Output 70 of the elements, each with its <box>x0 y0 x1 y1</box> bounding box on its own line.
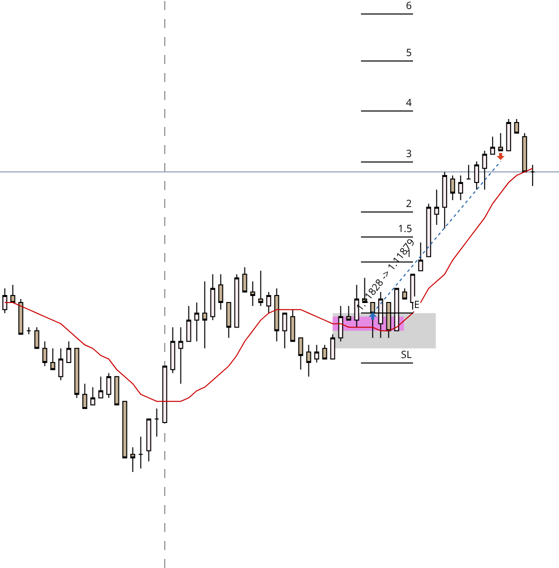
text: 5 <box>406 45 412 59</box>
candlestick <box>362 277 368 304</box>
candlestick <box>146 418 152 462</box>
candlestick <box>226 302 232 338</box>
candlestick <box>210 274 216 321</box>
candlestick <box>26 326 32 335</box>
text: 6 <box>406 0 412 12</box>
candlestick <box>450 174 456 201</box>
candlestick <box>322 344 328 360</box>
candlestick <box>290 309 296 342</box>
candlestick <box>514 118 520 134</box>
candlestick <box>90 386 96 406</box>
annotation: 2 <box>406 196 412 210</box>
candlestick <box>346 306 352 321</box>
candlestick <box>130 446 136 472</box>
text: 4 <box>406 95 412 109</box>
candlestick <box>202 280 208 349</box>
candlestick <box>82 383 88 409</box>
candlestick <box>34 326 40 349</box>
candlestick <box>434 189 440 226</box>
candlestick <box>418 242 424 272</box>
candlestick <box>2 288 8 314</box>
candlestick <box>314 344 320 364</box>
candlestick <box>162 366 168 424</box>
candlestick <box>98 376 104 398</box>
candlestick <box>306 344 312 378</box>
candlestick <box>234 274 240 328</box>
annotation: E <box>414 297 420 311</box>
candlestick <box>410 274 416 310</box>
candlestick <box>402 288 408 300</box>
candlestick <box>106 372 112 398</box>
candlestick <box>66 340 72 364</box>
candlestick <box>10 284 16 304</box>
candlestick <box>498 132 504 152</box>
candlestick <box>258 270 264 307</box>
candlestick <box>170 326 176 374</box>
candlestick <box>522 132 528 172</box>
candlestick <box>122 400 128 458</box>
candlestick <box>218 274 224 310</box>
candlestick <box>426 203 432 258</box>
candlestick <box>186 306 192 342</box>
candlestick <box>194 302 200 342</box>
candlestick <box>42 340 48 367</box>
annotation: 1.5 <box>398 221 412 235</box>
candlestick <box>282 312 288 349</box>
candlestick <box>330 334 336 360</box>
candlestick <box>58 348 64 381</box>
candlestick <box>138 436 144 469</box>
candlestick <box>474 160 480 190</box>
candlestick <box>18 298 24 335</box>
candlestick <box>458 174 464 201</box>
candlestick <box>338 306 344 342</box>
candlestick <box>266 291 272 314</box>
annotation: SL <box>401 347 412 361</box>
candlestick <box>482 150 488 190</box>
candlestick <box>274 288 280 342</box>
candlestick <box>442 171 448 229</box>
candlestick <box>74 348 80 398</box>
candlestick <box>50 348 56 370</box>
candlestick <box>178 326 184 384</box>
candlestick <box>530 164 536 187</box>
candlestick <box>490 136 496 155</box>
candlestick <box>114 376 120 406</box>
candlestick <box>250 280 256 307</box>
annotation: 3 <box>406 146 412 160</box>
candlestick <box>154 408 160 438</box>
candlestick <box>466 164 472 180</box>
candlestick <box>506 118 512 152</box>
candlestick <box>298 337 304 370</box>
candlestick <box>242 266 248 292</box>
